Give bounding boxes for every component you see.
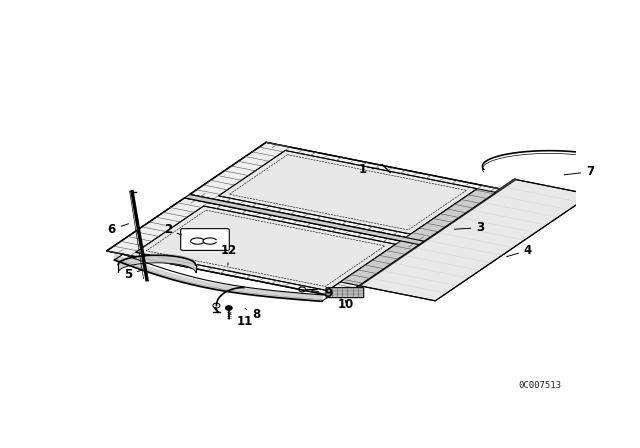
Polygon shape	[107, 198, 419, 298]
Text: 4: 4	[507, 244, 532, 257]
Text: 9: 9	[312, 287, 332, 300]
Text: 6: 6	[108, 223, 129, 236]
Polygon shape	[136, 206, 396, 291]
Text: 1: 1	[358, 163, 378, 176]
Polygon shape	[184, 194, 424, 245]
Text: 0C007513: 0C007513	[518, 381, 561, 390]
Text: 3: 3	[454, 221, 484, 234]
Text: 7: 7	[564, 165, 595, 178]
Text: 11: 11	[229, 313, 253, 327]
Circle shape	[225, 306, 232, 310]
Polygon shape	[359, 179, 591, 301]
Text: 2: 2	[164, 223, 182, 236]
Polygon shape	[189, 142, 500, 241]
Text: 10: 10	[337, 298, 353, 311]
FancyBboxPatch shape	[180, 228, 229, 250]
Text: 8: 8	[245, 308, 260, 321]
FancyBboxPatch shape	[326, 288, 364, 297]
Polygon shape	[340, 189, 496, 286]
Text: 12: 12	[221, 244, 237, 265]
Text: 5: 5	[124, 268, 142, 281]
Polygon shape	[218, 151, 477, 234]
